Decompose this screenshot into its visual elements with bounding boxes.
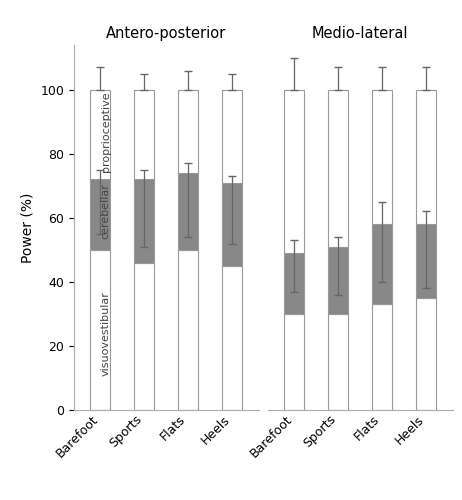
Bar bbox=[178, 173, 198, 250]
Bar bbox=[328, 246, 348, 314]
Bar bbox=[372, 90, 392, 224]
Bar bbox=[178, 90, 198, 173]
Text: proprioceptive: proprioceptive bbox=[101, 91, 111, 172]
Bar bbox=[222, 182, 242, 266]
Bar bbox=[91, 90, 110, 180]
Bar bbox=[134, 90, 154, 180]
Bar bbox=[416, 298, 436, 410]
Bar bbox=[328, 90, 348, 246]
Bar bbox=[178, 250, 198, 410]
Bar bbox=[416, 90, 436, 224]
Bar bbox=[285, 90, 304, 253]
Bar bbox=[372, 224, 392, 304]
Bar bbox=[416, 224, 436, 298]
Text: visuovestibular: visuovestibular bbox=[101, 290, 111, 376]
Bar bbox=[222, 266, 242, 410]
Bar bbox=[328, 314, 348, 410]
Title: Medio-lateral: Medio-lateral bbox=[312, 26, 408, 41]
Y-axis label: Power (%): Power (%) bbox=[21, 192, 35, 262]
Bar bbox=[285, 314, 304, 410]
Text: cerebellar: cerebellar bbox=[101, 184, 111, 240]
Title: Antero-posterior: Antero-posterior bbox=[106, 26, 226, 41]
Bar bbox=[134, 262, 154, 410]
Bar bbox=[372, 304, 392, 410]
Bar bbox=[91, 180, 110, 250]
Bar bbox=[222, 90, 242, 182]
Bar bbox=[134, 180, 154, 262]
Bar bbox=[91, 250, 110, 410]
Bar bbox=[285, 253, 304, 314]
